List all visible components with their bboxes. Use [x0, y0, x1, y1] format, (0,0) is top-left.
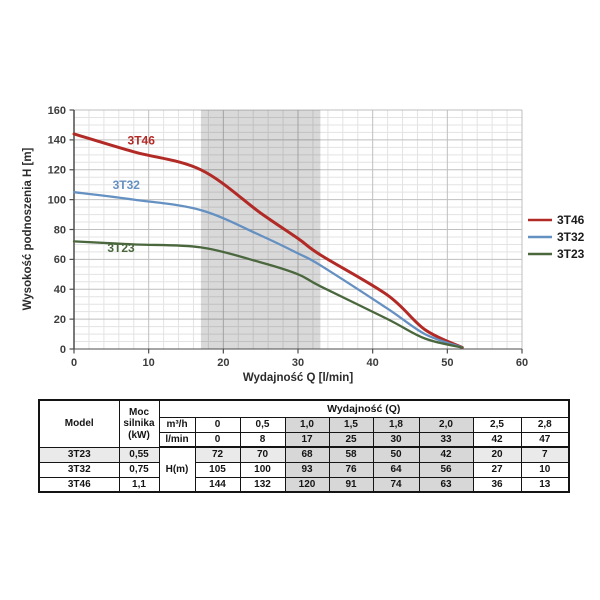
- lmin-value: 30: [372, 431, 420, 448]
- m3h-value: 1,0: [284, 416, 330, 433]
- operating-range-band: [200, 110, 321, 349]
- curve-label-3T32: 3T32: [113, 178, 141, 192]
- head-value: 42: [418, 446, 474, 463]
- head-value: 36: [472, 476, 522, 493]
- lmin-value: 17: [284, 431, 330, 448]
- row-header-hm: H(m): [158, 446, 196, 493]
- lmin-value: 0: [194, 431, 241, 448]
- power-3T32: 0,75: [118, 461, 160, 478]
- x-tick-label: 20: [217, 357, 229, 369]
- col-header-wydajnosc-q: Wydajność (Q): [158, 399, 570, 418]
- lmin-value: 47: [520, 431, 570, 448]
- curve-3T32: [72, 191, 464, 349]
- tick-labels: 0 20 40 60 80 100 120 140 160 0 10 20 30 40 50 60: [48, 105, 528, 369]
- legend: 3T46 3T32 3T23: [528, 213, 585, 261]
- power-3T46: 1,1: [118, 476, 160, 493]
- chart-area: 0 20 40 60 80 100 120 140 160 0 10 20 30 40 50 60 3T46 3…: [0, 90, 600, 390]
- specs-table: Model Moc silnika (kW) Wydajność (Q) m³/h 0 0…: [38, 399, 571, 493]
- head-value: 132: [239, 476, 286, 493]
- y-tick-label: 60: [54, 254, 66, 266]
- model-3T23: 3T23: [38, 446, 120, 463]
- y-tick-label: 80: [54, 224, 66, 236]
- y-tick-label: 140: [48, 135, 66, 147]
- head-value: 64: [372, 461, 420, 478]
- power-3T23: 0,55: [118, 446, 160, 463]
- head-value: 120: [284, 476, 330, 493]
- y-tick-label: 120: [48, 165, 66, 177]
- legend-label-3T23: 3T23: [557, 247, 585, 261]
- axes: [69, 109, 523, 354]
- x-tick-label: 10: [143, 357, 155, 369]
- legend-label-3T46: 3T46: [557, 213, 585, 227]
- m3h-value: 2,0: [418, 416, 474, 433]
- lmin-value: 33: [418, 431, 474, 448]
- m3h-value: 2,8: [520, 416, 570, 433]
- y-tick-label: 20: [54, 314, 66, 326]
- x-tick-label: 30: [292, 357, 304, 369]
- head-value: 74: [372, 476, 420, 493]
- head-value: 56: [418, 461, 474, 478]
- col-header-power: Moc silnika (kW): [118, 399, 160, 448]
- y-tick-label: 40: [54, 284, 66, 296]
- head-value: 58: [328, 446, 374, 463]
- x-axis-title: Wydajność Q [l/min]: [243, 372, 353, 384]
- head-value: 68: [284, 446, 330, 463]
- model-3T32: 3T32: [38, 461, 120, 478]
- head-value: 70: [239, 446, 286, 463]
- curve-label-3T46: 3T46: [128, 133, 156, 147]
- x-tick-label: 40: [367, 357, 379, 369]
- head-value: 50: [372, 446, 420, 463]
- head-value: 144: [194, 476, 241, 493]
- y-tick-label: 160: [48, 105, 66, 117]
- head-value: 63: [418, 476, 474, 493]
- curve-label-3T23: 3T23: [107, 241, 135, 255]
- m3h-value: 0: [194, 416, 241, 433]
- head-value: 20: [472, 446, 522, 463]
- x-tick-label: 60: [516, 357, 528, 369]
- lmin-value: 42: [472, 431, 522, 448]
- head-value: 100: [239, 461, 286, 478]
- grid-major: [73, 109, 523, 350]
- head-value: 7: [520, 446, 570, 463]
- head-value: 105: [194, 461, 241, 478]
- lmin-value: 25: [328, 431, 374, 448]
- head-value: 27: [472, 461, 522, 478]
- head-value: 72: [194, 446, 241, 463]
- y-tick-label: 100: [48, 194, 66, 206]
- m3h-value: 1,8: [372, 416, 420, 433]
- x-tick-label: 50: [441, 357, 453, 369]
- spec-table-area: Model Moc silnika (kW) Wydajność (Q) m³/h 0 0…: [38, 399, 571, 493]
- head-value: 13: [520, 476, 570, 493]
- head-value: 10: [520, 461, 570, 478]
- curve-labels: 3T46 3T32 3T23: [107, 133, 155, 255]
- model-3T46: 3T46: [38, 476, 120, 493]
- col-header-model: Model: [38, 399, 120, 448]
- row-header-m3h: m³/h: [158, 416, 196, 433]
- pump-curves: [72, 132, 464, 349]
- y-axis-title: Wysokość podnoszenia H [m]: [22, 147, 34, 310]
- legend-label-3T32: 3T32: [557, 230, 585, 244]
- m3h-value: 2,5: [472, 416, 522, 433]
- m3h-value: 1,5: [328, 416, 374, 433]
- curve-3T23: [72, 240, 464, 349]
- y-tick-label: 0: [60, 344, 66, 356]
- x-tick-label: 0: [71, 357, 77, 369]
- m3h-value: 0,5: [239, 416, 286, 433]
- row-header-lmin: l/min: [158, 431, 196, 448]
- head-value: 91: [328, 476, 374, 493]
- head-value: 93: [284, 461, 330, 478]
- lmin-value: 8: [239, 431, 286, 448]
- head-value: 76: [328, 461, 374, 478]
- curve-3T46: [72, 132, 464, 349]
